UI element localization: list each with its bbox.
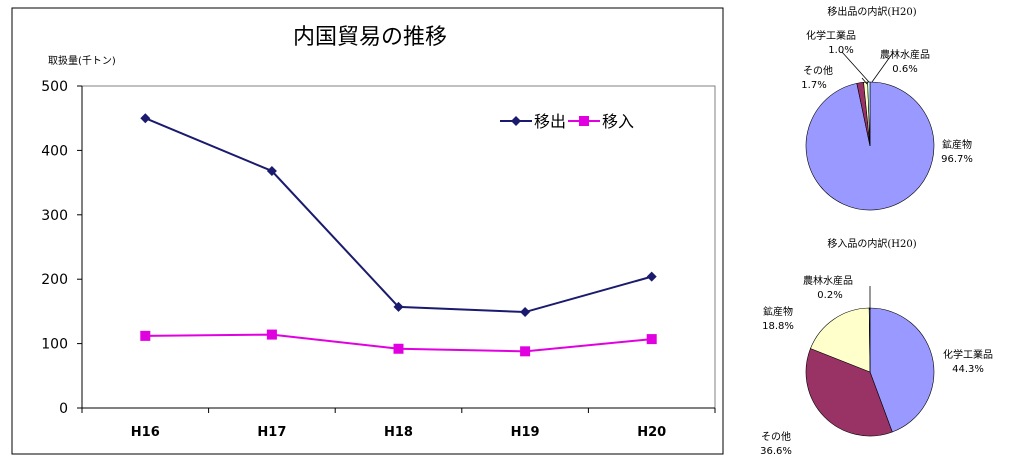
data-point — [520, 346, 531, 357]
x-tick-label: H16 — [131, 425, 160, 440]
data-point — [140, 330, 151, 341]
import-slice — [869, 307, 935, 433]
line-chart: 内国貿易の推移 取扱量(千トン) 0 100 200 300 400 500 H16 H17… — [11, 7, 724, 455]
y-tick-label: 0 — [59, 401, 68, 417]
pie1-label-agri: 農林水産品 — [880, 48, 930, 61]
pie2-value-other: 36.6% — [760, 446, 792, 457]
y-tick-label: 200 — [41, 272, 68, 288]
data-point — [266, 166, 277, 177]
pie-title-import: 移入品の内訳(H20) — [827, 237, 916, 250]
x-axis: H16 H17 H18 H19 H20 — [81, 407, 716, 440]
pie-chart-import: 移入品の内訳(H20) 農林水産品 0.2% 鉱産物 18.8% 化学工業品 4… — [760, 237, 993, 457]
series-layer — [140, 113, 657, 357]
y-axis: 0 100 200 300 400 500 — [41, 79, 83, 417]
pie1-label-other: その他 — [803, 64, 833, 77]
pie1-value-agri: 0.6% — [892, 64, 917, 75]
pie2-label-mineral: 鉱産物 — [763, 305, 793, 318]
x-tick-label: H18 — [384, 425, 413, 440]
pie1-value-chemical: 1.0% — [828, 45, 853, 56]
pie-slices-export — [805, 81, 935, 211]
chart-title: 内国貿易の推移 — [293, 25, 447, 50]
data-point — [520, 307, 531, 318]
pie2-label-agri: 農林水産品 — [803, 274, 853, 287]
legend-marker-import — [579, 116, 589, 126]
y-axis-label: 取扱量(千トン) — [48, 55, 116, 67]
y-tick-label: 400 — [41, 143, 68, 159]
import-slice — [805, 348, 893, 437]
pie-chart-export: 移出品の内訳(H20) 化学工業品 1.0% 農林水産品 0.6% その他 1.… — [801, 5, 973, 211]
x-tick-label: H20 — [637, 425, 666, 440]
plot-area — [81, 85, 716, 409]
data-point — [140, 113, 151, 124]
pie2-value-chemical: 44.3% — [952, 364, 984, 375]
y-tick-label: 500 — [41, 79, 68, 95]
legend-label-import: 移入 — [602, 112, 634, 131]
legend-marker-export — [511, 116, 521, 126]
pie-slices-import — [805, 307, 935, 437]
pie1-value-mineral: 96.7% — [941, 154, 973, 165]
pie1-value-other: 1.7% — [801, 80, 826, 91]
legend: 移出 移入 — [500, 112, 634, 131]
legend-label-export: 移出 — [534, 112, 566, 131]
data-point — [646, 334, 657, 345]
data-point — [393, 301, 404, 312]
pie1-label-chemical: 化学工業品 — [806, 29, 856, 42]
data-point — [646, 271, 657, 282]
x-tick-label: H17 — [257, 425, 286, 440]
y-tick-label: 100 — [41, 337, 68, 353]
data-point — [266, 329, 277, 340]
leader-line — [841, 51, 870, 83]
y-tick-label: 300 — [41, 208, 68, 224]
pie2-value-agri: 0.2% — [817, 290, 842, 301]
data-point — [393, 343, 404, 354]
export-slice — [805, 81, 935, 211]
leader-line — [871, 53, 893, 83]
pie-leaders-export — [841, 51, 893, 85]
pie2-value-mineral: 18.8% — [762, 321, 794, 332]
pie2-label-chemical: 化学工業品 — [943, 348, 993, 361]
leader-line — [861, 77, 868, 85]
pie2-label-other: その他 — [761, 430, 791, 443]
pie1-label-mineral: 鉱産物 — [942, 138, 972, 151]
x-tick-label: H19 — [511, 425, 540, 440]
pie-title-export: 移出品の内訳(H20) — [827, 5, 916, 18]
import-slice — [810, 307, 871, 373]
